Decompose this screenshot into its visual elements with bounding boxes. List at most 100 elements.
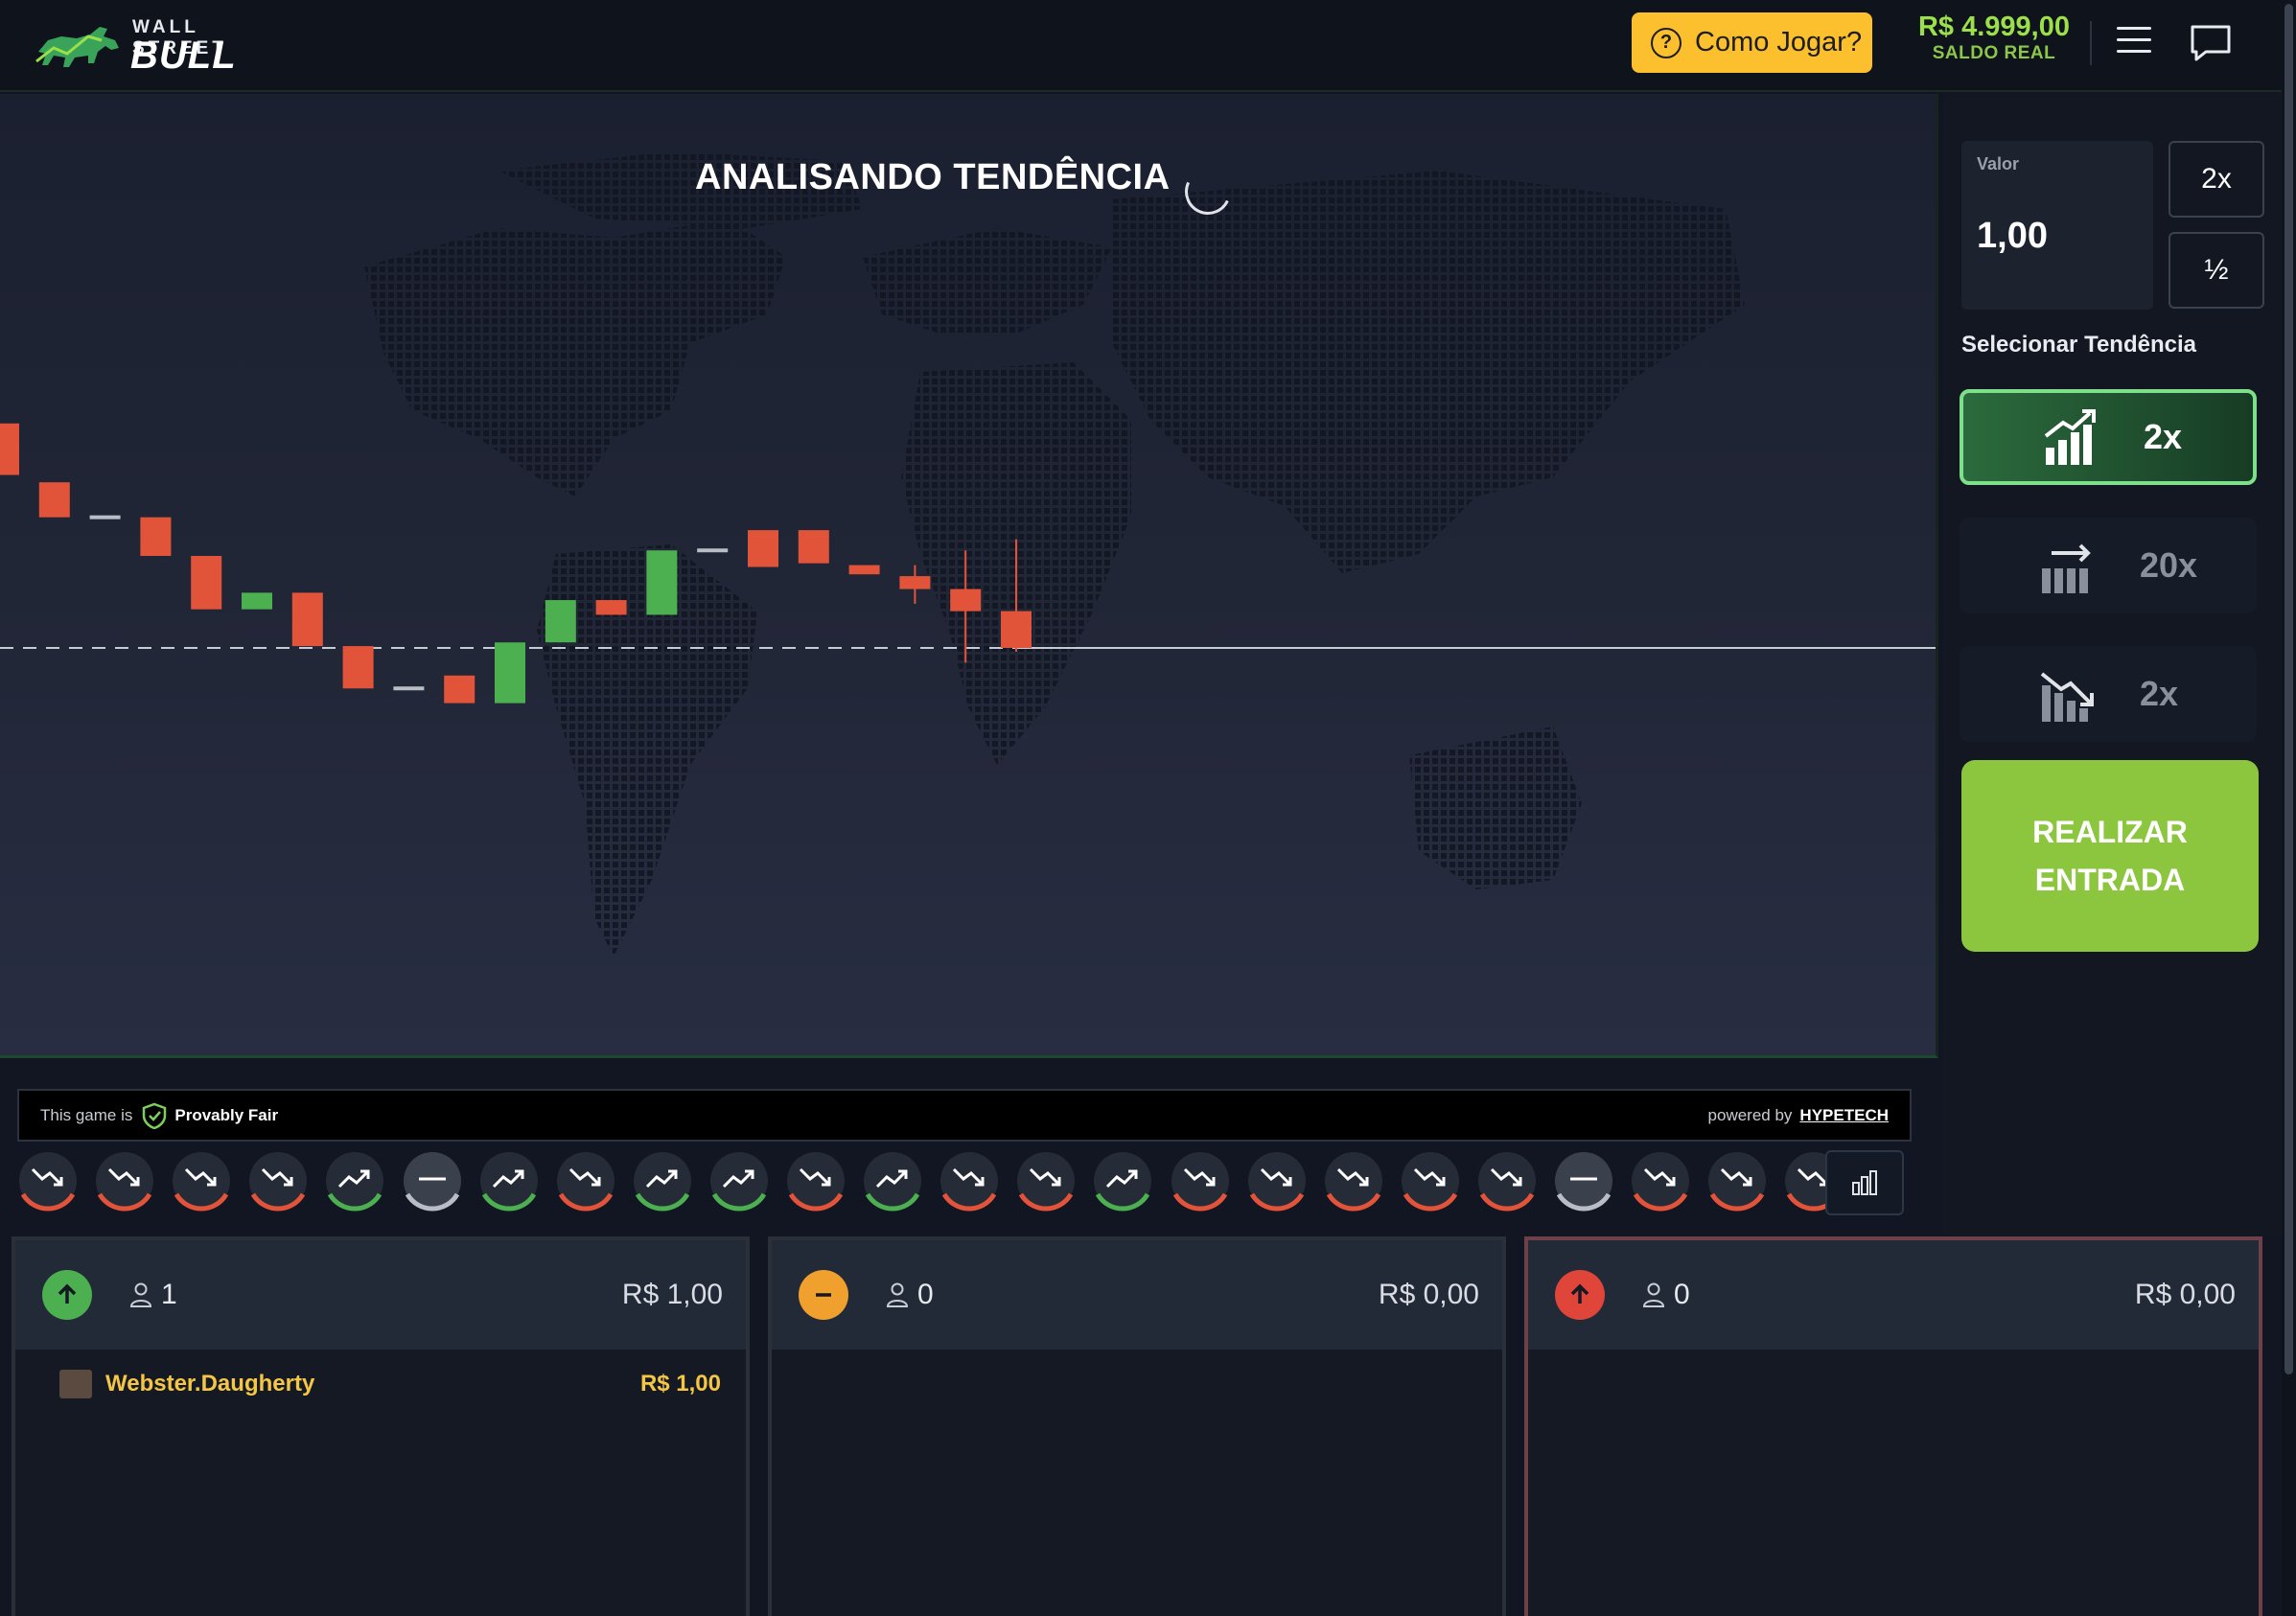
scrollbar-thumb[interactable] xyxy=(2284,4,2293,1374)
history-item-down xyxy=(1706,1150,1768,1215)
bar-chart-icon xyxy=(1850,1169,1879,1196)
trend-up-button[interactable]: 2x xyxy=(1960,389,2257,485)
history-item-down xyxy=(247,1150,309,1215)
trend-down-icon xyxy=(247,1150,309,1215)
arrow-up-icon xyxy=(42,1270,92,1320)
bets-panel-flat: 0 R$ 0,00 xyxy=(768,1236,1506,1616)
bet-player-name: Webster.Daugherty xyxy=(105,1371,314,1397)
round-history xyxy=(17,1150,1925,1215)
bets-panel-flat-header: 0 R$ 0,00 xyxy=(772,1240,1502,1350)
bets-down-count: 0 xyxy=(1674,1279,1690,1311)
shield-check-icon[interactable] xyxy=(142,1102,167,1129)
statistics-button[interactable] xyxy=(1825,1150,1904,1215)
trend-flat-multiplier: 20x xyxy=(2140,545,2197,586)
how-to-play-button[interactable]: ? Como Jogar? xyxy=(1632,12,1872,73)
bets-down-total: R$ 0,00 xyxy=(2135,1279,2236,1311)
arrow-up-red-icon xyxy=(1555,1270,1605,1320)
history-item-down xyxy=(555,1150,616,1215)
bets-up-count: 1 xyxy=(161,1279,177,1311)
trend-down-icon xyxy=(555,1150,616,1215)
chart-up-icon xyxy=(2042,407,2101,467)
hypetech-link[interactable]: HYPETECH xyxy=(1799,1106,1889,1125)
balance-label: SALDO REAL xyxy=(1908,43,2080,64)
question-icon: ? xyxy=(1651,28,1681,58)
trend-flat-button[interactable]: 20x xyxy=(1960,518,2257,613)
history-item-flat xyxy=(402,1150,463,1215)
trend-down-icon xyxy=(94,1150,155,1215)
bet-amount: R$ 1,00 xyxy=(640,1371,721,1397)
history-item-up xyxy=(632,1150,693,1215)
chat-icon[interactable] xyxy=(2189,23,2233,63)
fair-prefix: This game is xyxy=(40,1106,132,1125)
bets-up-total: R$ 1,00 xyxy=(622,1279,723,1311)
trend-up-icon xyxy=(324,1150,385,1215)
candle xyxy=(697,548,728,552)
bets-panel-down: 0 R$ 0,00 xyxy=(1524,1236,2262,1616)
trend-up-icon xyxy=(708,1150,770,1215)
trend-down-icon xyxy=(17,1150,79,1215)
chart-flat-icon xyxy=(2038,536,2098,595)
logo-bottom-text: BULL xyxy=(130,35,237,78)
candle xyxy=(596,600,627,614)
history-item-down xyxy=(1015,1150,1077,1215)
bet-row: Webster.Daugherty R$ 1,00 xyxy=(59,1365,721,1403)
trend-down-icon xyxy=(785,1150,847,1215)
bull-logo-icon xyxy=(35,19,123,73)
history-item-down xyxy=(1170,1150,1231,1215)
history-item-down xyxy=(17,1150,79,1215)
double-bet-button[interactable]: 2x xyxy=(2168,141,2264,218)
select-trend-label: Selecionar Tendência xyxy=(1961,332,2196,358)
candle xyxy=(39,482,70,517)
candle xyxy=(899,576,930,589)
balance-amount: R$ 4.999,00 xyxy=(1908,12,2080,43)
bet-value-input[interactable]: 1,00 xyxy=(1977,216,2048,257)
history-item-down xyxy=(171,1150,232,1215)
candle xyxy=(444,676,475,704)
history-item-down xyxy=(939,1150,1000,1215)
trend-down-icon xyxy=(1706,1150,1768,1215)
candle xyxy=(292,592,323,646)
candle xyxy=(242,592,272,609)
history-item-down xyxy=(1323,1150,1384,1215)
history-item-down xyxy=(1246,1150,1308,1215)
history-item-down xyxy=(1476,1150,1538,1215)
place-bet-line2: ENTRADA xyxy=(2035,856,2185,904)
candle xyxy=(140,518,171,556)
person-icon xyxy=(1641,1281,1666,1308)
hamburger-menu-icon[interactable] xyxy=(2117,27,2151,54)
candlestick-chart xyxy=(0,94,1938,1058)
candle xyxy=(748,530,778,566)
trend-down-multiplier: 2x xyxy=(2140,674,2178,714)
powered-by-label: powered by xyxy=(1708,1106,1793,1125)
history-item-up xyxy=(1092,1150,1153,1215)
history-item-down xyxy=(1630,1150,1691,1215)
candle xyxy=(849,566,880,575)
bets-panel-up: 1 R$ 1,00 Webster.Daugherty R$ 1,00 xyxy=(12,1236,750,1616)
trend-flat-icon xyxy=(402,1150,463,1215)
history-item-up xyxy=(708,1150,770,1215)
logo[interactable]: WALL STREET BULL xyxy=(35,17,293,75)
balance: R$ 4.999,00 SALDO REAL xyxy=(1908,12,2080,64)
trend-down-icon xyxy=(1246,1150,1308,1215)
place-bet-button[interactable]: REALIZAR ENTRADA xyxy=(1961,760,2259,952)
provably-fair-link[interactable]: Provably Fair xyxy=(174,1106,278,1125)
history-item-down xyxy=(785,1150,847,1215)
candle xyxy=(1001,612,1032,648)
how-to-play-label: Como Jogar? xyxy=(1695,27,1862,58)
candle xyxy=(799,530,829,564)
top-bar: WALL STREET BULL ? Como Jogar? R$ 4.999,… xyxy=(0,0,2296,92)
trend-down-icon xyxy=(1170,1150,1231,1215)
trend-down-icon xyxy=(171,1150,232,1215)
trend-down-button[interactable]: 2x xyxy=(1960,646,2257,742)
trend-up-icon xyxy=(862,1150,923,1215)
half-bet-button[interactable]: ½ xyxy=(2168,232,2264,309)
trend-up-icon xyxy=(478,1150,540,1215)
bets-flat-total: R$ 0,00 xyxy=(1379,1279,1479,1311)
candle xyxy=(343,646,374,688)
bet-value-box[interactable]: Valor 1,00 xyxy=(1961,141,2153,310)
person-icon xyxy=(128,1281,153,1308)
header-divider xyxy=(2090,21,2092,65)
candle xyxy=(393,686,424,690)
page-scrollbar[interactable] xyxy=(2282,0,2296,1616)
candle xyxy=(495,642,525,703)
